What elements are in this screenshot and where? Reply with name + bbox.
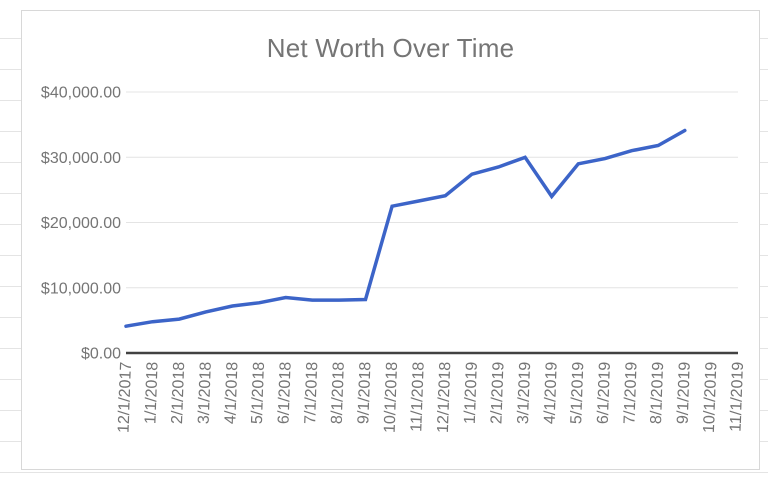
x-axis-tick-label: 4/1/2019 — [542, 361, 561, 424]
x-axis-tick-label: 12/1/2017 — [116, 361, 135, 433]
x-axis-tick-label: 7/1/2018 — [302, 361, 321, 424]
x-axis-tick-label: 12/1/2018 — [435, 361, 454, 433]
chart-title: Net Worth Over Time — [266, 33, 515, 63]
y-axis-tick-label: $40,000.00 — [41, 85, 121, 102]
x-axis-tick-label: 7/1/2019 — [621, 361, 640, 424]
x-axis-tick-label: 2/1/2018 — [169, 361, 188, 424]
x-axis-tick-label: 4/1/2018 — [222, 361, 241, 424]
x-axis-tick-label: 10/1/2018 — [382, 361, 401, 433]
net-worth-chart-card[interactable]: Net Worth Over Time $40,000.00 $30,000.00… — [21, 10, 760, 470]
net-worth-line-chart: $40,000.00 $30,000.00 $20,000.00 $10,000.00… — [41, 85, 747, 434]
x-axis-tick-label: 5/1/2018 — [249, 361, 268, 424]
net-worth-series-line — [124, 128, 687, 328]
x-axis-tick-label: 1/1/2019 — [462, 361, 481, 424]
y-axis-tick-label: $0.00 — [81, 346, 121, 363]
x-axis-tick-label: 11/1/2018 — [408, 361, 427, 432]
x-axis-tick-label: 1/1/2018 — [142, 361, 161, 424]
x-axis-tick-label: 6/1/2018 — [275, 361, 294, 424]
x-axis-tick-label: 8/1/2018 — [329, 361, 348, 424]
x-axis-tick-label: 8/1/2019 — [648, 361, 667, 424]
y-axis-tick-label: $20,000.00 — [41, 215, 121, 232]
x-axis-tick-label: 11/1/2019 — [728, 361, 747, 432]
x-axis-tick-label: 5/1/2019 — [568, 361, 587, 424]
y-axis-tick-label: $10,000.00 — [41, 280, 121, 297]
x-axis-tick-label: 6/1/2019 — [595, 361, 614, 424]
x-axis-tick-label: 10/1/2019 — [701, 361, 720, 433]
x-axis-tick-label: 9/1/2018 — [355, 361, 374, 424]
x-axis-tick-label: 3/1/2018 — [196, 361, 215, 424]
x-axis-tick-label: 9/1/2019 — [675, 361, 694, 424]
x-axis-tick-label: 3/1/2019 — [515, 361, 534, 424]
y-axis-tick-label: $30,000.00 — [41, 150, 121, 167]
x-axis-tick-label: 2/1/2019 — [488, 361, 507, 424]
